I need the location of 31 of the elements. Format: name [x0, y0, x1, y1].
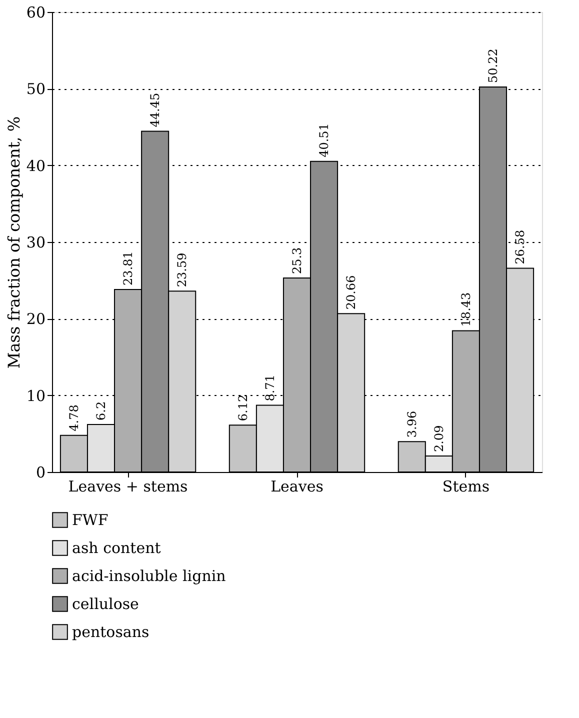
data-label: 8.71 — [262, 374, 277, 402]
data-label: 3.96 — [404, 410, 419, 438]
data-label: 4.78 — [66, 404, 81, 432]
y-tick-label: 10 — [26, 386, 46, 405]
data-label: 23.81 — [121, 251, 136, 286]
data-label: 40.51 — [317, 123, 332, 158]
y-tick-label: 40 — [26, 156, 46, 175]
x-tick-label: Stems — [442, 478, 490, 496]
y-axis-title: Mass fraction of component, % — [4, 116, 24, 369]
data-label: 26.58 — [513, 230, 528, 264]
y-tick-label: 50 — [26, 80, 46, 98]
data-label: 44.45 — [148, 92, 162, 128]
data-label: 6.2 — [94, 401, 108, 420]
x-tick-label: Leaves + stems — [68, 478, 188, 496]
data-label: 23.59 — [175, 252, 190, 288]
legend-label: pentosans — [72, 623, 150, 641]
data-label: 2.09 — [432, 425, 446, 452]
data-label: 50.22 — [486, 48, 500, 83]
legend-label: FWF — [72, 511, 108, 529]
legend-label: acid-insoluble lignin — [72, 567, 226, 585]
data-label: 18.43 — [458, 292, 473, 327]
data-label: 25.3 — [290, 247, 304, 274]
data-label: 20.66 — [344, 275, 358, 310]
y-tick-label: 20 — [26, 310, 46, 328]
data-label: 6.12 — [236, 394, 250, 422]
y-tick-label: 60 — [26, 4, 46, 22]
y-tick-label: 30 — [26, 234, 46, 252]
x-tick-label: Leaves — [270, 478, 324, 496]
legend-label: ash content — [72, 539, 161, 557]
y-tick-label: 0 — [36, 464, 46, 482]
legend-label: cellulose — [72, 595, 140, 613]
